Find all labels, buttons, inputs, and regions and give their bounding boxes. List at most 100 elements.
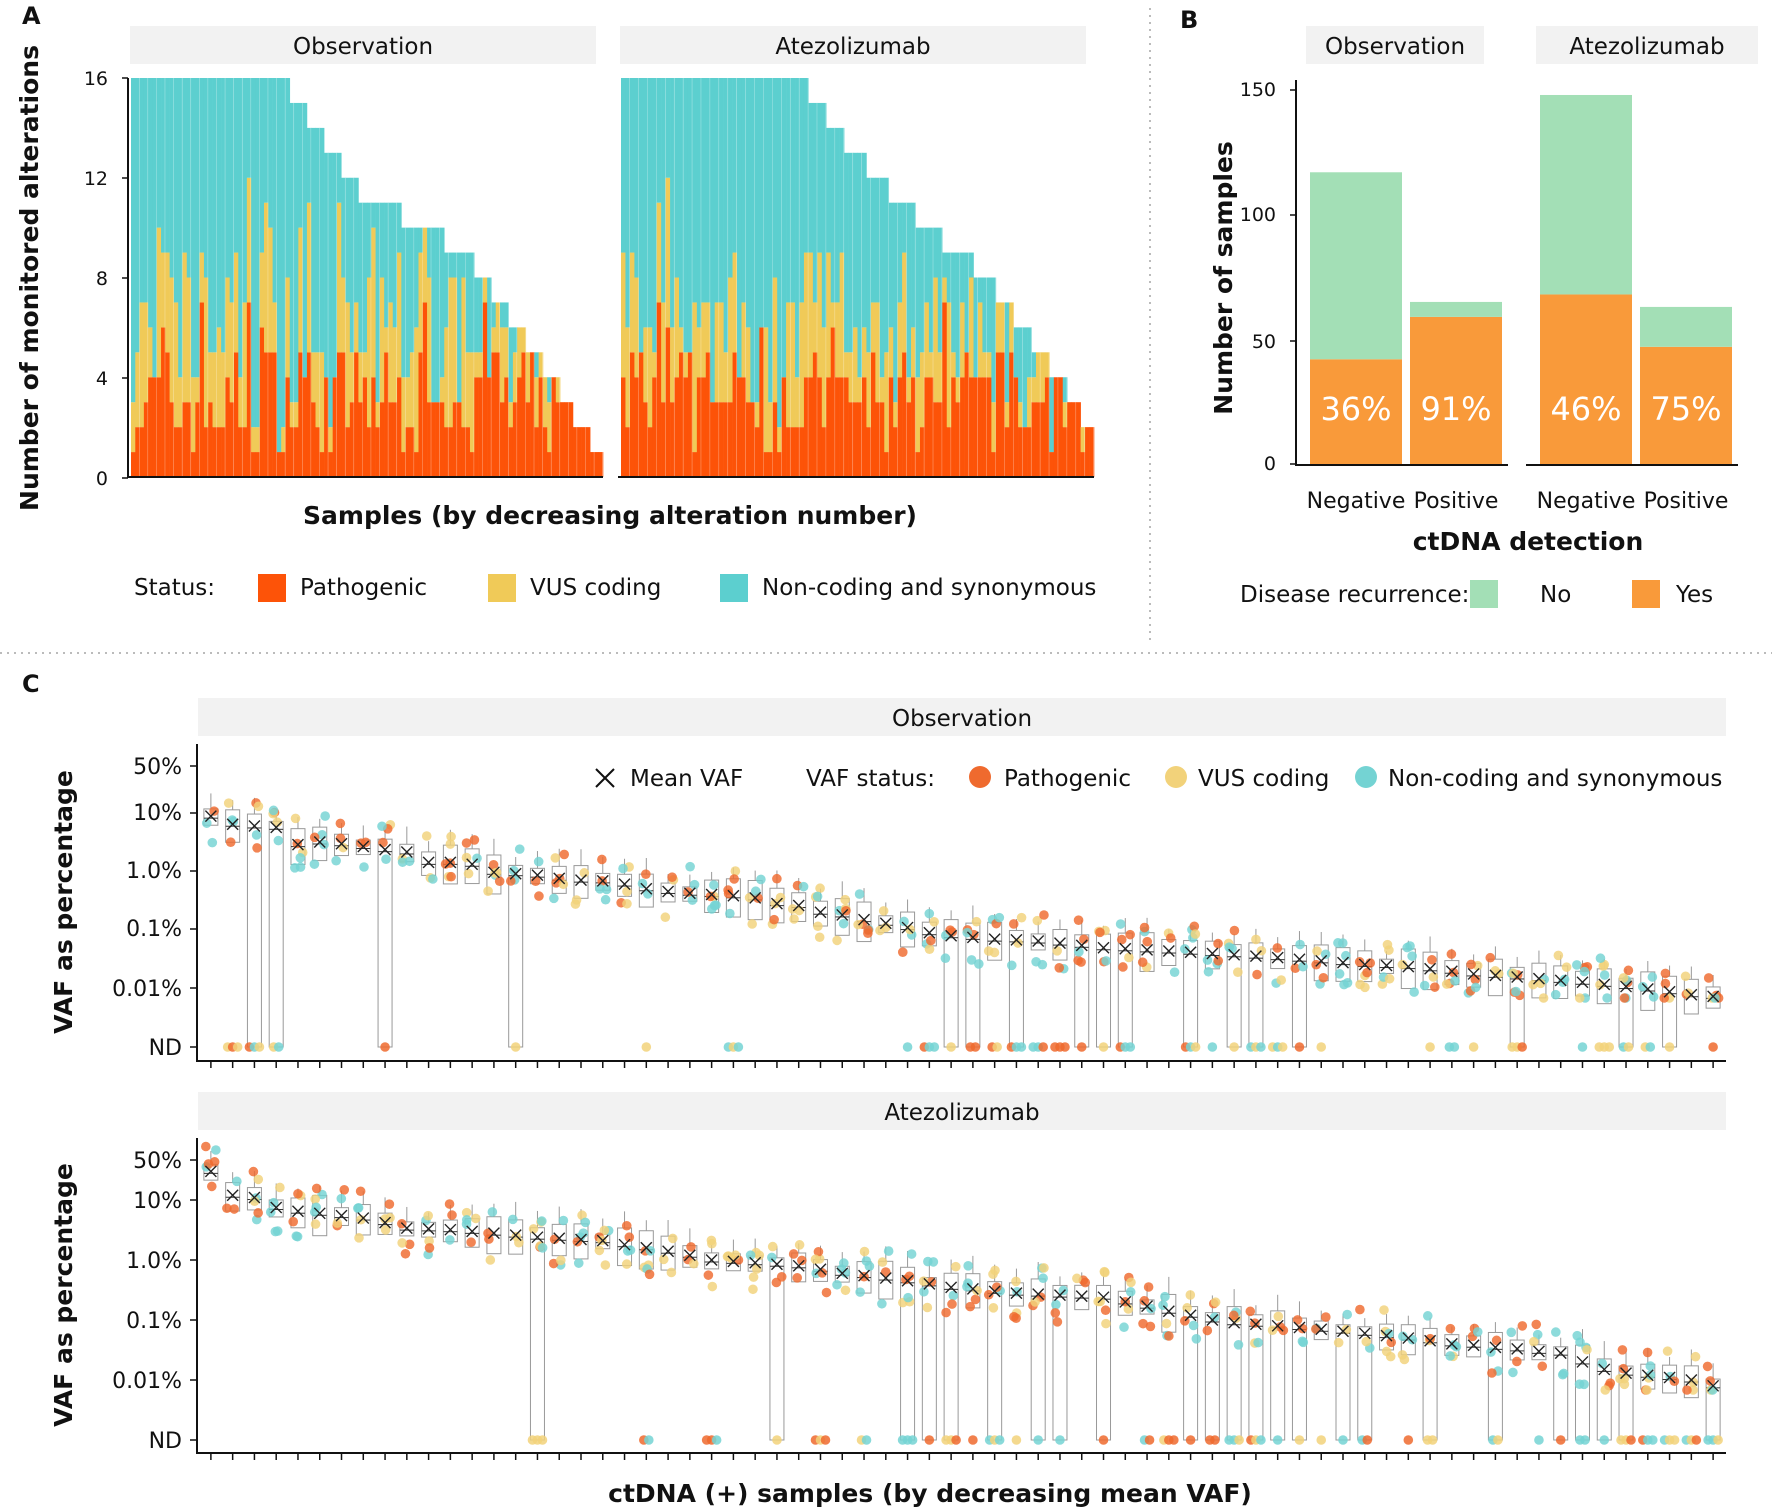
vaf-point-vus xyxy=(253,1174,264,1185)
bar-segment-pathogenic xyxy=(1027,427,1032,478)
bar-gap xyxy=(897,202,898,477)
mean-vaf-marker xyxy=(1467,967,1480,980)
bar-segment-vus xyxy=(294,402,299,428)
bar-segment-pathogenic xyxy=(919,427,925,478)
vaf-point-pathogenic xyxy=(1445,1323,1456,1334)
bar-segment-pathogenic xyxy=(683,377,689,477)
mean-vaf-marker xyxy=(1141,943,1154,956)
vaf-point-noncoding xyxy=(685,861,695,872)
mean-vaf-marker xyxy=(1489,969,1502,982)
bar-segment-vus xyxy=(336,202,342,353)
vaf-point-vus xyxy=(423,1210,433,1221)
y-tick-label: 150 xyxy=(1240,79,1276,101)
vaf-point-pathogenic xyxy=(686,1242,696,1252)
bar-segment-pathogenic xyxy=(643,402,649,477)
mean-vaf-marker xyxy=(1162,945,1175,958)
vaf-point-pathogenic xyxy=(863,925,873,935)
bar-gap xyxy=(310,127,312,478)
bar-segment-noncoding xyxy=(969,252,974,278)
vaf-point-pathogenic xyxy=(859,1271,869,1282)
bar-segment-noncoding xyxy=(1062,377,1068,403)
vaf-point-pathogenic xyxy=(1229,925,1240,936)
bar-segment-vus xyxy=(835,302,840,378)
bar-segment-noncoding xyxy=(191,78,196,378)
mean-vaf-marker xyxy=(1402,960,1415,973)
vaf-point-pathogenic xyxy=(813,1246,824,1257)
vaf-point-vus xyxy=(421,831,432,841)
bar-segment-noncoding xyxy=(964,252,970,353)
vaf-point-pathogenic xyxy=(222,1203,232,1214)
vaf-point-pathogenic xyxy=(494,876,505,887)
vaf-point-noncoding xyxy=(251,830,262,840)
mean-vaf-marker xyxy=(248,819,261,832)
vaf-point-noncoding xyxy=(295,862,306,872)
bar-gap xyxy=(709,78,711,477)
y-tick-label: 1.0% xyxy=(126,859,182,884)
vaf-point-noncoding xyxy=(994,912,1005,923)
panel-c: Observation Atezolizumab ND 0.01% 0.1% 1… xyxy=(49,698,1726,1507)
vaf-point-vus xyxy=(918,1276,929,1286)
mean-vaf-marker xyxy=(1097,941,1110,954)
bar-segment-pathogenic xyxy=(469,452,475,477)
bar-gap xyxy=(932,227,934,478)
vaf-point-pathogenic xyxy=(983,1289,994,1300)
vaf-point-vus xyxy=(424,1236,434,1246)
vaf-point-pathogenic xyxy=(1278,1325,1289,1336)
bar-segment-pathogenic xyxy=(487,377,492,477)
bar-segment-vus xyxy=(1018,402,1023,428)
vaf-point-noncoding xyxy=(687,895,698,905)
vaf-point-vus xyxy=(1553,950,1564,961)
bar-segment-noncoding xyxy=(1013,327,1019,378)
bar-segment-noncoding xyxy=(306,127,312,203)
mean-vaf-marker xyxy=(313,1207,326,1220)
bar-segment-noncoding xyxy=(349,177,355,353)
vaf-point-pathogenic xyxy=(1145,1321,1156,1332)
bar-segment-pathogenic xyxy=(435,402,441,477)
vaf-point-vus xyxy=(1052,946,1062,956)
bar-segment-pathogenic xyxy=(225,377,230,477)
vaf-point-noncoding xyxy=(445,1235,455,1245)
vaf-point-noncoding xyxy=(1058,1285,1069,1296)
y-ticks-a: 0 4 8 12 16 xyxy=(84,68,128,490)
bar-segment-vus xyxy=(897,302,903,378)
vaf-point-pathogenic xyxy=(252,843,262,853)
bar-gap xyxy=(422,227,423,478)
bar-segment-vus xyxy=(345,302,351,428)
bar-segment-noncoding xyxy=(634,78,640,278)
bar-segment-vus xyxy=(186,277,192,403)
bar-segment-noncoding xyxy=(848,152,854,353)
vaf-point-noncoding xyxy=(268,805,279,816)
vaf-point-noncoding xyxy=(270,1226,281,1237)
bar-segment-noncoding xyxy=(1027,327,1032,378)
mean-vaf-marker xyxy=(749,1256,762,1269)
bar-segment-vus xyxy=(388,302,394,403)
bar-segment-pathogenic xyxy=(444,427,449,478)
mean-vaf-marker xyxy=(400,1222,413,1235)
bar-gap xyxy=(293,102,295,477)
bar-gap xyxy=(568,402,569,477)
bar-segment-pathogenic xyxy=(732,352,738,477)
bar-segment-noncoding xyxy=(647,78,653,328)
vaf-point-pathogenic xyxy=(1617,1345,1628,1355)
bar-segment-noncoding xyxy=(208,78,213,353)
mean-vaf-marker xyxy=(1032,1288,1045,1301)
bar-segment-noncoding xyxy=(508,327,514,403)
vaf-point-noncoding xyxy=(1253,1337,1263,1348)
bar-segment-noncoding xyxy=(409,227,415,353)
vaf-point-pathogenic xyxy=(378,837,388,848)
bar-segment-noncoding xyxy=(1049,377,1055,453)
vaf-point-pathogenic xyxy=(1139,922,1150,933)
bar-gap xyxy=(888,177,889,477)
mean-vaf-marker xyxy=(1053,1289,1066,1302)
bar-yes-recurrence xyxy=(1310,359,1402,464)
bar-segment-vus xyxy=(857,377,863,403)
legend-b: Disease recurrence: No Yes xyxy=(1240,580,1713,608)
vaf-point-noncoding xyxy=(1342,1309,1353,1320)
y-tick-label: ND xyxy=(149,1429,182,1454)
bar-segment-pathogenic xyxy=(590,452,595,477)
bar-segment-vus xyxy=(538,352,544,378)
bar-percent-label: 75% xyxy=(1650,390,1721,428)
mean-vaf-marker xyxy=(1315,1323,1328,1336)
vaf-point-vus xyxy=(929,917,939,927)
vaf-point-noncoding xyxy=(1419,980,1430,991)
